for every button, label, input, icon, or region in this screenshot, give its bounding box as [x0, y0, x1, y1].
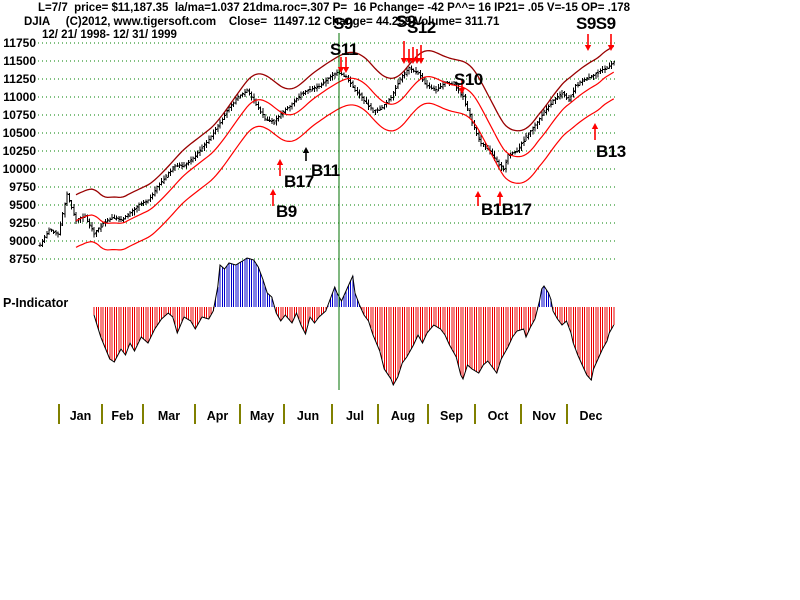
signal-label-S11: S11 — [330, 40, 358, 59]
arrow-head-icon — [474, 191, 482, 197]
grid-lines — [38, 42, 616, 260]
y-tick-label: 9250 — [9, 216, 36, 230]
arrow-head-icon — [417, 58, 425, 64]
month-label: Feb — [111, 409, 134, 423]
month-label: Aug — [391, 409, 415, 423]
arrow-head-icon — [269, 189, 277, 195]
month-label: Jul — [346, 409, 364, 423]
y-tick-label: 9000 — [9, 234, 36, 248]
month-label: Oct — [488, 409, 510, 423]
month-axis: Jan Feb Mar Apr May Jun Jul Aug Sep Oct Nov Dec — [58, 404, 603, 424]
upper-band-line — [75, 45, 615, 199]
p-indicator-bars — [93, 258, 615, 385]
signal-label-B11: B11 — [311, 161, 340, 180]
y-axis-tick-labels: 11750 11500 11250 11000 10750 10500 10250 10000… — [3, 36, 37, 266]
month-label: Mar — [158, 409, 180, 423]
arrow-head-icon — [591, 123, 599, 129]
p-indicator-label: P-Indicator — [3, 296, 69, 310]
signal-label-S9: S9 — [333, 14, 353, 33]
month-label: May — [250, 409, 274, 423]
month-label: Jan — [70, 409, 92, 423]
y-tick-label: 11750 — [3, 36, 36, 50]
y-tick-label: 9500 — [9, 198, 36, 212]
signal-label-S12: S12 — [407, 18, 436, 37]
lower-band-line — [75, 98, 615, 251]
month-label: Sep — [440, 409, 463, 423]
y-tick-label: 9750 — [9, 180, 36, 194]
month-label: Apr — [207, 409, 229, 423]
y-tick-label: 10750 — [3, 108, 37, 122]
signal-arrows — [269, 34, 615, 206]
signal-label-B17: B17 — [284, 172, 314, 191]
signal-label-S9S9: S9S9 — [576, 14, 616, 33]
y-tick-label: 11250 — [3, 72, 36, 86]
y-tick-label: 11500 — [3, 54, 36, 68]
ohlc-price-bars — [38, 61, 616, 248]
month-label: Jun — [297, 409, 319, 423]
header-symbol-line: DJIA (C)2012, www.tigersoft.com Close= 1… — [24, 16, 500, 28]
y-tick-label: 10500 — [3, 126, 37, 140]
signal-label-S10: S10 — [454, 70, 483, 89]
arrow-head-icon — [400, 58, 408, 64]
header-date-range: 12/ 21/ 1998- 12/ 31/ 1999 — [42, 29, 177, 41]
y-tick-label: 11000 — [3, 90, 36, 104]
signal-label-B13: B13 — [596, 142, 626, 161]
header-stats-line: L=7/7 price= $11,187.35 la/ma=1.037 21dm… — [38, 2, 631, 14]
arrow-head-icon — [584, 45, 592, 51]
y-tick-label: 8750 — [9, 252, 36, 266]
signal-label-S9: S9 — [396, 12, 416, 31]
arrow-head-icon — [607, 45, 615, 51]
signal-label-B1B17: B1B17 — [481, 200, 532, 219]
arrow-head-icon — [496, 191, 504, 197]
month-label: Nov — [532, 409, 556, 423]
y-tick-label: 10000 — [3, 162, 37, 176]
arrow-head-icon — [276, 159, 284, 165]
month-label: Dec — [580, 409, 603, 423]
arrow-head-icon — [302, 147, 310, 153]
y-tick-label: 10250 — [3, 144, 37, 158]
arrow-head-icon — [337, 67, 345, 73]
arrow-head-icon — [458, 88, 466, 94]
p-indicator-envelope — [93, 257, 615, 387]
signal-label-B9: B9 — [276, 202, 297, 221]
middle-band-line — [75, 71, 615, 224]
arrow-head-icon — [342, 67, 350, 73]
